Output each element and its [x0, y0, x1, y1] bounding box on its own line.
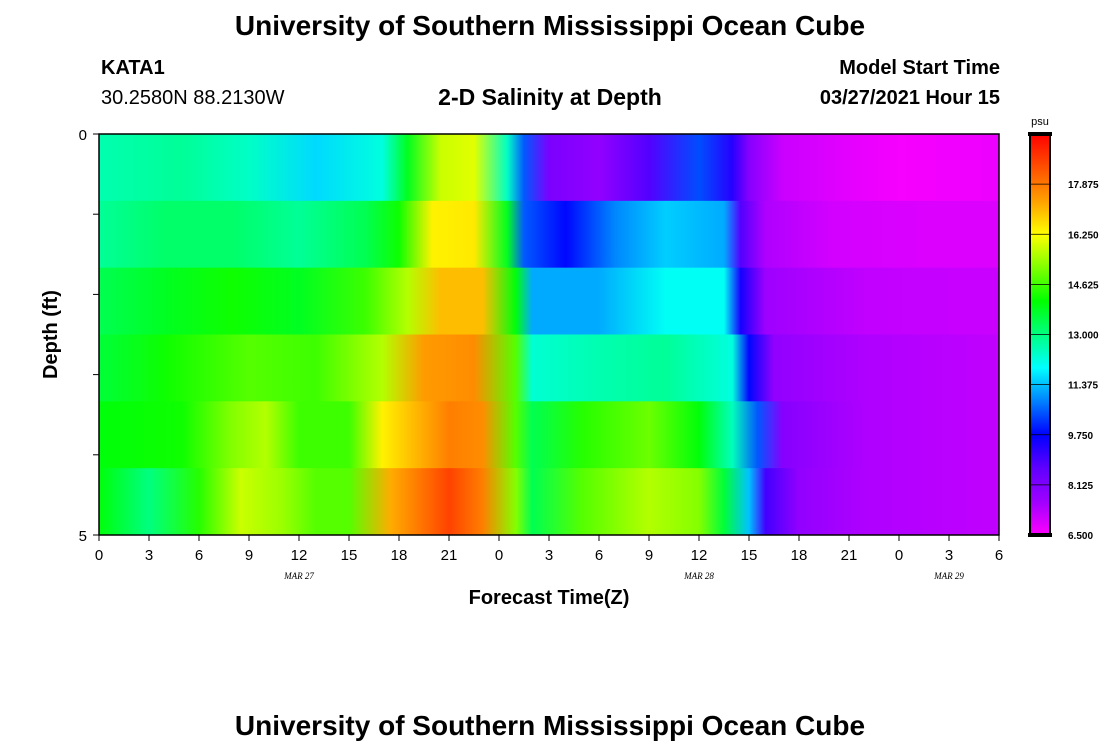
colorbar-units: psu	[1031, 116, 1049, 128]
colorbar-tick-label: 9.750	[1068, 431, 1093, 442]
x-tick-label: 3	[145, 547, 153, 564]
model-start-label: Model Start Time	[839, 57, 1000, 79]
y-axis: 05	[79, 127, 99, 545]
colorbar: psu 17.875 16.250 14.625 13.000 11.375 9.750 8.…	[1028, 116, 1099, 542]
heatmap-row-depth-5	[99, 468, 999, 536]
x-tick-label: 21	[441, 547, 458, 564]
heatmap-row-depth-1	[99, 200, 999, 269]
footer-title: University of Southern Mississippi Ocean…	[234, 710, 866, 741]
x-tick-label: 18	[391, 547, 408, 564]
heatmap-row-depth-4	[99, 401, 999, 469]
x-tick-label: 9	[245, 547, 253, 564]
x-tick-label: 3	[545, 547, 553, 564]
x-tick-label: 0	[895, 547, 903, 564]
date-label: MAR 29	[933, 571, 964, 581]
colorbar-tick-label: 11.375	[1068, 381, 1098, 392]
colorbar-tick-label: 13.000	[1068, 331, 1099, 342]
colorbar-end-marker	[1028, 132, 1052, 136]
station-coordinates: 30.2580N 88.2130W	[101, 87, 285, 109]
x-tick-label: 21	[841, 547, 858, 564]
colorbar-tick-label: 8.125	[1068, 481, 1093, 492]
heatmap-row-depth-3	[99, 334, 999, 402]
x-tick-label: 18	[791, 547, 808, 564]
x-tick-label: 6	[995, 547, 1003, 564]
colorbar-tick-label: 16.250	[1068, 230, 1099, 241]
y-tick-label: 0	[79, 127, 87, 144]
x-tick-label: 0	[495, 547, 503, 564]
colorbar-tick-label: 14.625	[1068, 280, 1099, 291]
x-tick-label: 6	[595, 547, 603, 564]
x-tick-label: 3	[945, 547, 953, 564]
date-label: MAR 28	[683, 571, 714, 581]
x-tick-label: 0	[95, 547, 103, 564]
x-tick-label: 12	[291, 547, 308, 564]
y-axis-label: Depth (ft)	[40, 290, 62, 379]
y-tick-label: 5	[79, 528, 87, 545]
x-axis: 0 3 6 9 12 15 18 21 0 3 6 9 12 15 18 21 0 3 6 MAR 27 MAR 28 M…	[95, 535, 1003, 581]
x-tick-label: 15	[741, 547, 758, 564]
heatmap-row-depth-0	[99, 134, 999, 202]
colorbar-tick-label: 17.875	[1068, 180, 1099, 191]
x-tick-label: 15	[341, 547, 358, 564]
x-tick-label: 6	[195, 547, 203, 564]
date-label: MAR 27	[283, 571, 314, 581]
x-tick-label: 12	[691, 547, 708, 564]
x-tick-label: 9	[645, 547, 653, 564]
chart-title: 2-D Salinity at Depth	[438, 84, 662, 110]
colorbar-tick-label: 6.500	[1068, 531, 1093, 542]
page-title: University of Southern Mississippi Ocean…	[234, 10, 866, 41]
model-start-value: 03/27/2021 Hour 15	[819, 87, 1000, 109]
station-id: KATA1	[101, 57, 165, 79]
heatmap-row-depth-2	[99, 267, 999, 335]
x-axis-label: Forecast Time(Z)	[469, 587, 630, 609]
heatmap-rows	[99, 134, 999, 536]
